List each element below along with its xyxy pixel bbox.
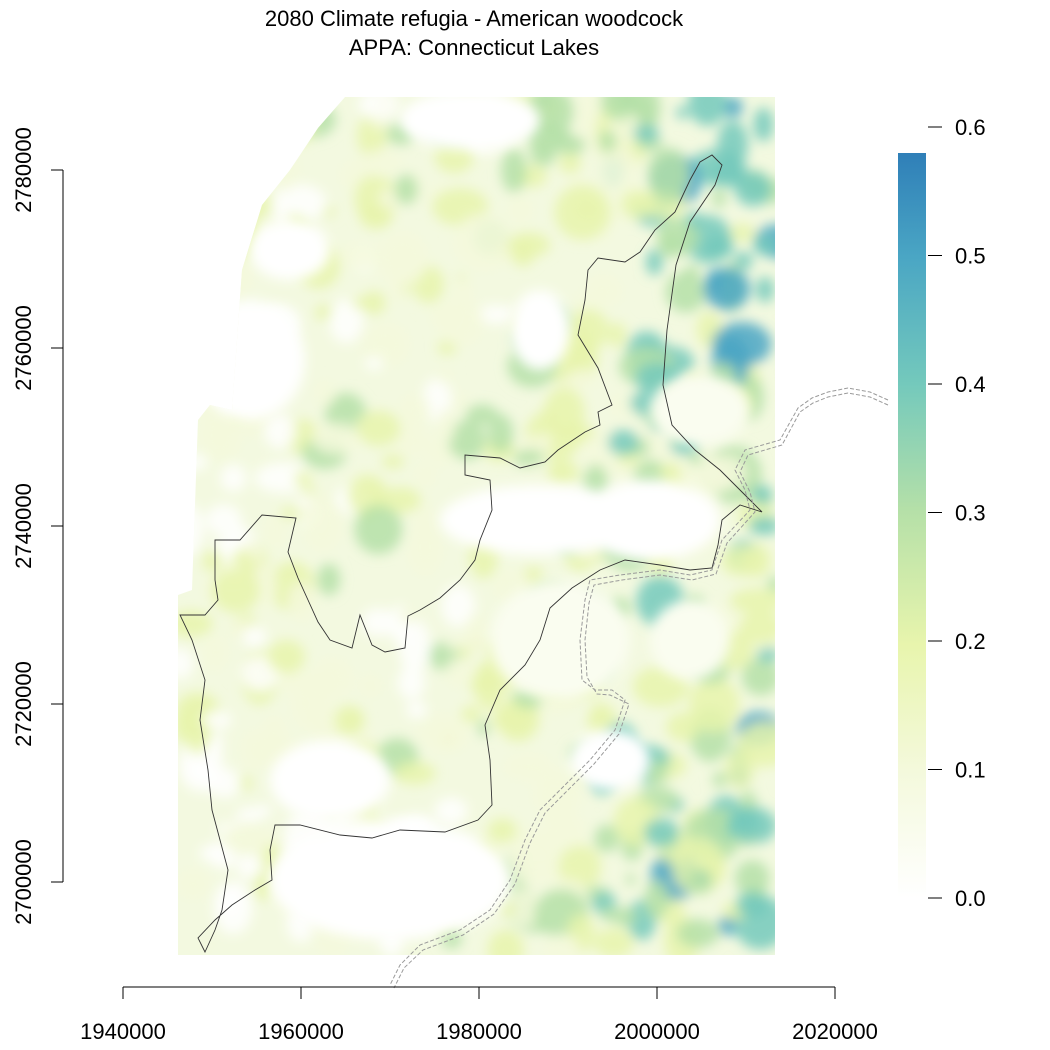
y-tick-label: 2780000: [11, 127, 36, 213]
chart-title: 2080 Climate refugia - American woodcock…: [0, 4, 948, 62]
x-tick-label: 2000000: [614, 1019, 700, 1044]
area-boundary: [179, 154, 763, 954]
legend-color-bar: [898, 153, 926, 898]
legend-tick-label: 0.5: [955, 244, 986, 269]
y-ticks: 2700000 2720000 2740000 2760000 2780000: [11, 127, 63, 925]
title-line-2: APPA: Connecticut Lakes: [348, 35, 600, 60]
y-tick-label: 2700000: [11, 839, 36, 925]
legend: 0.0 0.1 0.2 0.3 0.4 0.5 0.6: [898, 115, 986, 911]
x-tick-label: 1960000: [258, 1019, 344, 1044]
legend-tick-label: 0.6: [955, 115, 986, 140]
legend-tick-label: 0.4: [955, 372, 986, 397]
legend-tick-label: 0.0: [955, 886, 986, 911]
y-tick-label: 2740000: [11, 483, 36, 569]
title-line-1: 2080 Climate refugia - American woodcock: [264, 6, 684, 31]
x-tick-label: 2020000: [792, 1019, 878, 1044]
legend-ticks: 0.0 0.1 0.2 0.3 0.4 0.5 0.6: [928, 115, 986, 911]
legend-tick-label: 0.2: [955, 629, 986, 654]
x-tick-label: 1940000: [80, 1019, 166, 1044]
x-ticks: 1940000 1960000 1980000 2000000 2020000: [80, 987, 878, 1044]
state-line: [389, 387, 889, 989]
raster-surface: [178, 97, 775, 955]
y-tick-label: 2720000: [11, 661, 36, 747]
legend-tick-label: 0.3: [955, 501, 986, 526]
legend-tick-label: 0.1: [955, 758, 986, 783]
x-tick-label: 1980000: [436, 1019, 522, 1044]
y-tick-label: 2760000: [11, 305, 36, 391]
